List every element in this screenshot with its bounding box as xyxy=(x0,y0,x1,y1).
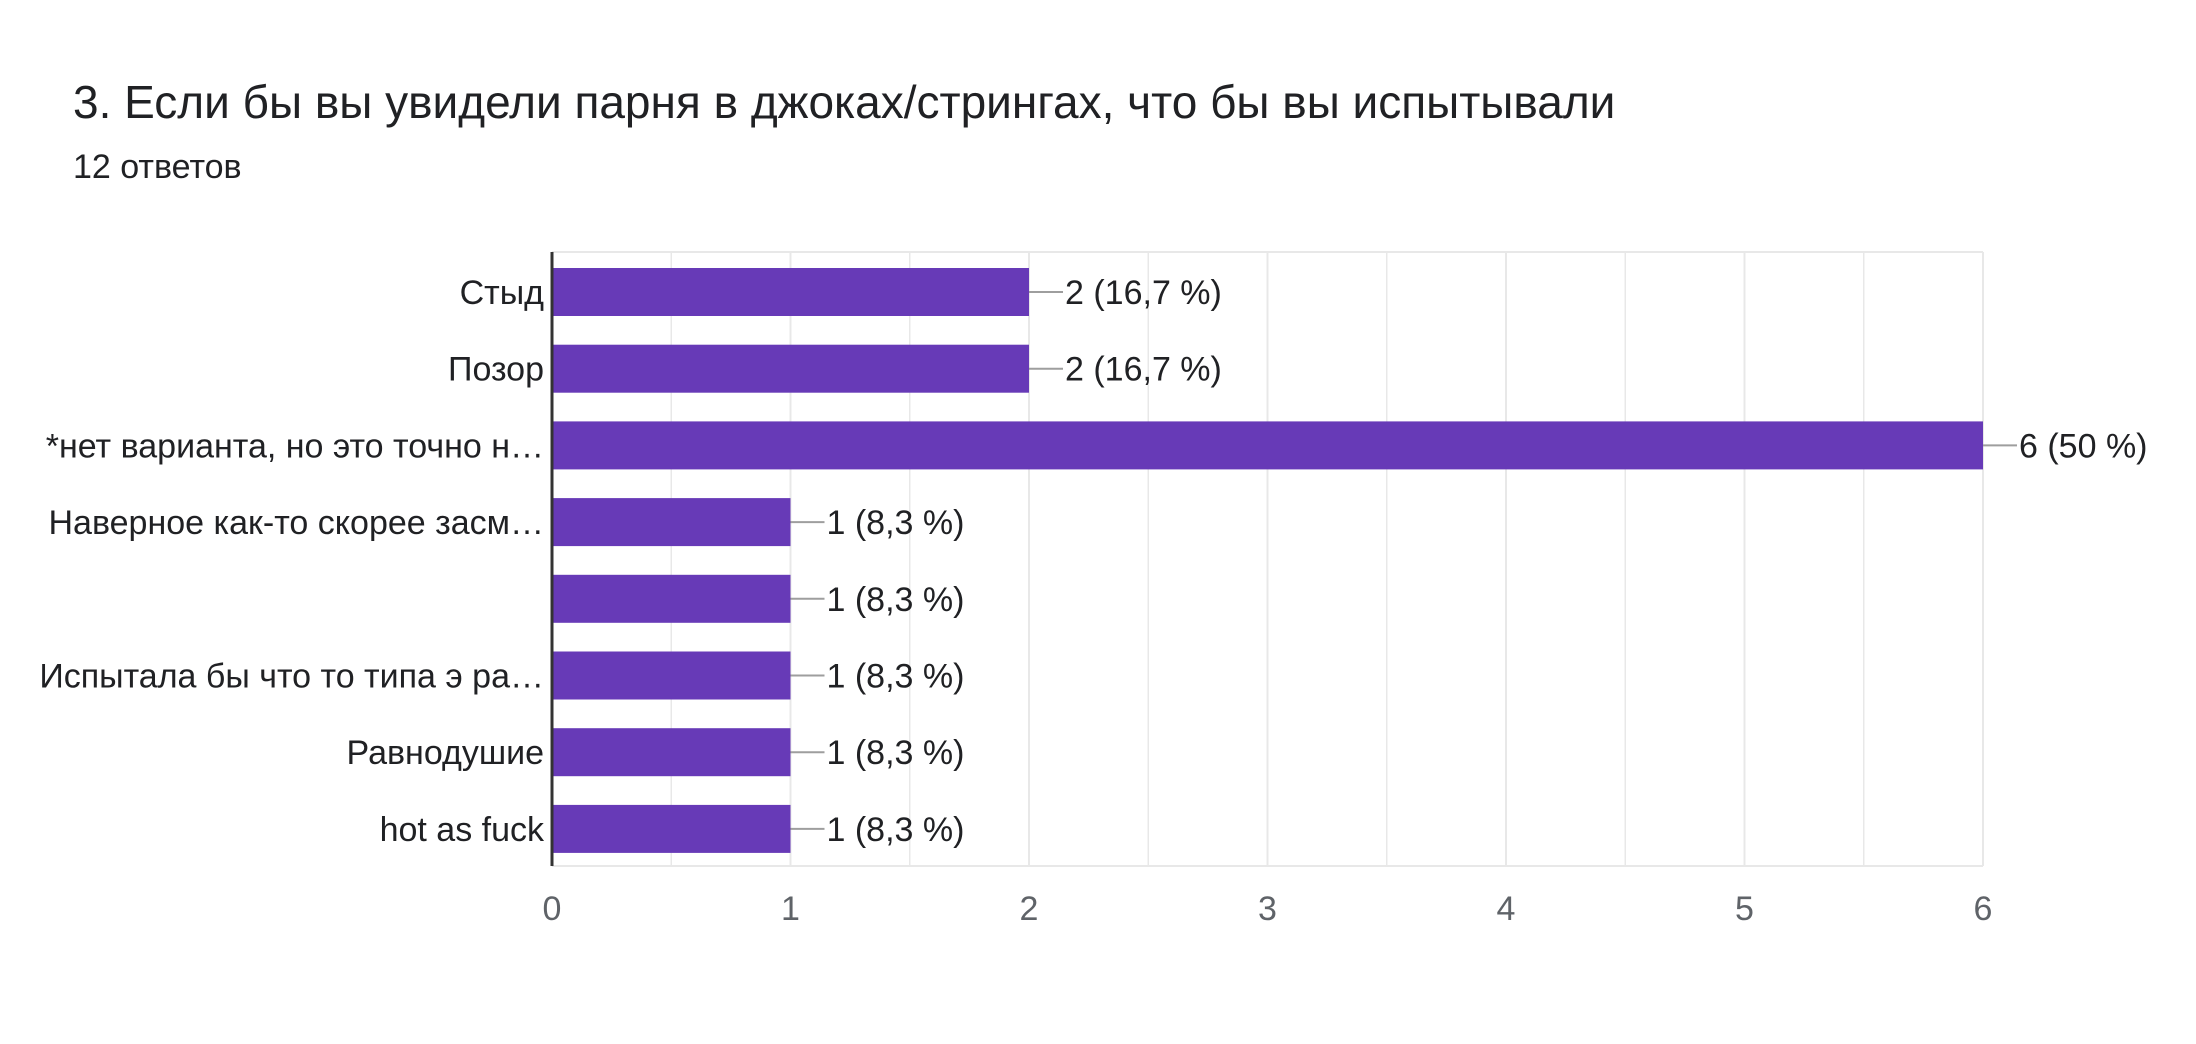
bar xyxy=(552,498,791,547)
data-label: 1 (8,3 %) xyxy=(827,811,965,849)
x-tick-label: 5 xyxy=(1735,890,1754,928)
x-tick-label: 2 xyxy=(1020,890,1039,928)
category-label: Стыд xyxy=(460,274,545,312)
bar xyxy=(552,651,791,700)
response-count: 12 ответов xyxy=(73,148,242,186)
bar xyxy=(552,421,1983,470)
x-tick-label: 3 xyxy=(1258,890,1277,928)
category-label: hot as fuck xyxy=(380,811,545,849)
bar xyxy=(552,574,791,623)
x-tick-label: 4 xyxy=(1497,890,1516,928)
x-tick-label: 6 xyxy=(1974,890,1993,928)
data-label: 1 (8,3 %) xyxy=(827,658,965,696)
question-title: 3. Если бы вы увидели парня в джоках/стр… xyxy=(73,76,1616,128)
data-label: 1 (8,3 %) xyxy=(827,581,965,619)
category-label: *нет варианта, но это точно н… xyxy=(46,427,544,465)
data-label: 1 (8,3 %) xyxy=(827,734,965,772)
bar xyxy=(552,344,1029,393)
category-label: Равнодушие xyxy=(347,734,544,772)
bar xyxy=(552,804,791,853)
data-label: 2 (16,7 %) xyxy=(1065,274,1222,312)
data-label: 1 (8,3 %) xyxy=(827,504,965,542)
data-label: 6 (50 %) xyxy=(2019,427,2148,465)
label-layer: Стыд 2 (16,7 %) Позор 2 (16,7 %) *нет вариан… xyxy=(39,252,2148,928)
x-tick-label: 1 xyxy=(781,890,800,928)
bar xyxy=(552,268,1029,316)
x-tick-label: 0 xyxy=(543,890,562,928)
category-label: Наверное как-то скорее засм… xyxy=(49,504,545,542)
category-label: Позор xyxy=(448,351,544,389)
data-label: 2 (16,7 %) xyxy=(1065,351,1222,389)
category-label: Испытала бы что то типа э ра… xyxy=(39,658,544,696)
bar-layer xyxy=(552,268,1983,853)
bar xyxy=(552,728,791,777)
